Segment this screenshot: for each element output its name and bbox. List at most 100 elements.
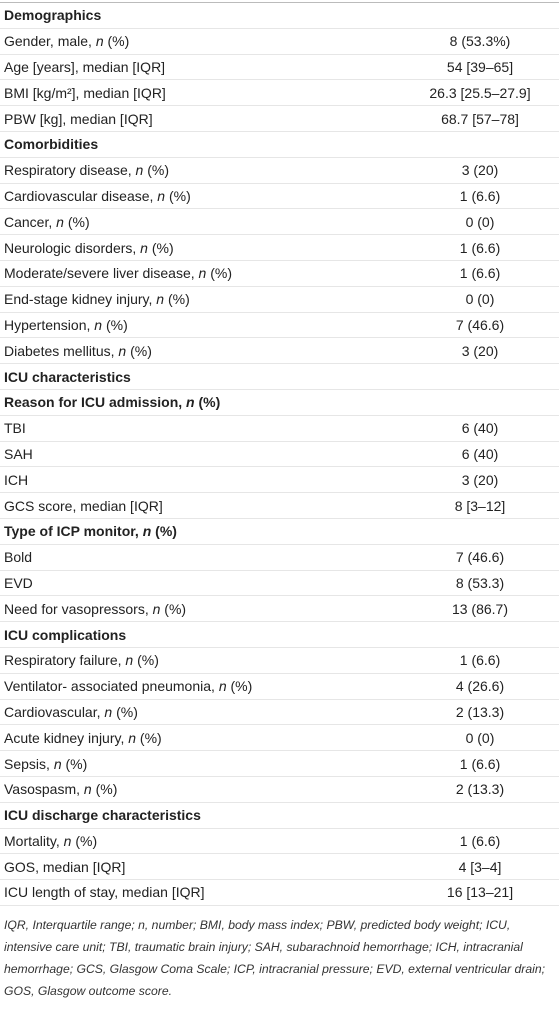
label-cell: Respiratory disease, n (%) [0,157,405,184]
value-cell: 0 (0) [405,286,559,313]
value-cell: 1 (6.6) [405,647,559,674]
data-row: Bold 7 (46.6) [0,544,559,571]
table-body: Demographics Gender, male, n (%) 8 (53.3%)… [0,2,559,906]
value-cell: 6 (40) [405,441,559,468]
label-cell: Respiratory failure, n (%) [0,647,405,674]
table: Demographics Gender, male, n (%) 8 (53.3%)… [0,2,559,906]
label-cell: Cancer, n (%) [0,208,405,236]
value-cell: 0 (0) [405,724,559,752]
value-cell: 16 [13–21] [405,879,559,906]
heading-row: ICU discharge characteristics [0,802,559,829]
footnote: IQR, Interquartile range; n, number; BMI… [4,917,545,998]
heading-cell: ICU characteristics [0,363,559,390]
data-row: GOS, median [IQR] 4 [3–4] [0,853,559,881]
value-cell: 6 (40) [405,415,559,442]
value-cell: 68.7 [57–78] [405,105,559,132]
heading-row: Comorbidities [0,131,559,158]
label-cell: Age [years], median [IQR] [0,54,405,81]
label-cell: Vasospasm, n (%) [0,776,405,803]
value-cell: 7 (46.6) [405,312,559,339]
value-cell: 8 (53.3%) [405,28,559,55]
value-cell: 8 (53.3) [405,570,559,597]
label-cell: Gender, male, n (%) [0,28,405,55]
label-cell: Need for vasopressors, n (%) [0,595,405,623]
value-cell: 13 (86.7) [405,595,559,623]
data-row: Respiratory disease, n (%) 3 (20) [0,157,559,184]
heading-cell: ICU discharge characteristics [0,802,559,829]
value-cell: 3 (20) [405,466,559,494]
value-cell: 3 (20) [405,337,559,365]
label-cell: Neurologic disorders, n (%) [0,234,405,261]
value-cell: 1 (6.6) [405,183,559,210]
label-cell: Ventilator- associated pneumonia, n (%) [0,673,405,700]
data-row: Vasospasm, n (%) 2 (13.3) [0,776,559,803]
value-cell: 3 (20) [405,157,559,184]
label-cell: Acute kidney injury, n (%) [0,724,405,752]
data-row: BMI [kg/m²], median [IQR] 26.3 [25.5–27.9… [0,79,559,107]
heading-cell: Reason for ICU admission, n (%) [0,389,559,416]
value-cell: 1 (6.6) [405,234,559,261]
value-cell: 0 (0) [405,208,559,236]
data-row: Moderate/severe liver disease, n (%) 1 (6… [0,260,559,287]
label-cell: GOS, median [IQR] [0,853,405,881]
data-row: Cardiovascular, n (%) 2 (13.3) [0,699,559,726]
data-row: GCS score, median [IQR] 8 [3–12] [0,492,559,519]
value-cell: 26.3 [25.5–27.9] [405,79,559,107]
label-cell: Cardiovascular disease, n (%) [0,183,405,210]
data-row: Cardiovascular disease, n (%) 1 (6.6) [0,183,559,210]
data-row: Diabetes mellitus, n (%) 3 (20) [0,337,559,365]
label-cell: SAH [0,441,405,468]
label-cell: ICH [0,466,405,494]
label-cell: BMI [kg/m²], median [IQR] [0,79,405,107]
label-cell: GCS score, median [IQR] [0,492,405,519]
data-row: PBW [kg], median [IQR] 68.7 [57–78] [0,105,559,132]
label-cell: End-stage kidney injury, n (%) [0,286,405,313]
data-row: ICU length of stay, median [IQR] 16 [13–2… [0,879,559,906]
value-cell: 54 [39–65] [405,54,559,81]
data-row: Neurologic disorders, n (%) 1 (6.6) [0,234,559,261]
data-row: Respiratory failure, n (%) 1 (6.6) [0,647,559,674]
data-row: Ventilator- associated pneumonia, n (%) 4… [0,673,559,700]
label-cell: Mortality, n (%) [0,828,405,855]
label-cell: Diabetes mellitus, n (%) [0,337,405,365]
value-cell: 1 (6.6) [405,828,559,855]
data-row: ICH 3 (20) [0,466,559,494]
value-cell: 2 (13.3) [405,776,559,803]
data-row: SAH 6 (40) [0,441,559,468]
value-cell: 2 (13.3) [405,699,559,726]
data-row: Mortality, n (%) 1 (6.6) [0,828,559,855]
label-cell: Cardiovascular, n (%) [0,699,405,726]
heading-cell: ICU complications [0,621,559,648]
data-row: Sepsis, n (%) 1 (6.6) [0,750,559,777]
data-row: Need for vasopressors, n (%) 13 (86.7) [0,595,559,623]
heading-cell: Type of ICP monitor, n (%) [0,518,559,545]
label-cell: TBI [0,415,405,442]
value-cell: 4 (26.6) [405,673,559,700]
heading-cell: Comorbidities [0,131,559,158]
label-cell: Moderate/severe liver disease, n (%) [0,260,405,287]
data-row: Acute kidney injury, n (%) 0 (0) [0,724,559,752]
heading-row: ICU complications [0,621,559,648]
heading-row: Demographics [0,2,559,29]
data-row: EVD 8 (53.3) [0,570,559,597]
heading-row: Reason for ICU admission, n (%) [0,389,559,416]
value-cell: 4 [3–4] [405,853,559,881]
data-row: Hypertension, n (%) 7 (46.6) [0,312,559,339]
data-row: TBI 6 (40) [0,415,559,442]
label-cell: EVD [0,570,405,597]
heading-cell: Demographics [0,2,559,29]
data-row: End-stage kidney injury, n (%) 0 (0) [0,286,559,313]
label-cell: Sepsis, n (%) [0,750,405,777]
data-row: Cancer, n (%) 0 (0) [0,208,559,236]
heading-row: Type of ICP monitor, n (%) [0,518,559,545]
data-row: Age [years], median [IQR] 54 [39–65] [0,54,559,81]
value-cell: 1 (6.6) [405,260,559,287]
value-cell: 7 (46.6) [405,544,559,571]
label-cell: PBW [kg], median [IQR] [0,105,405,132]
label-cell: Hypertension, n (%) [0,312,405,339]
value-cell: 1 (6.6) [405,750,559,777]
label-cell: ICU length of stay, median [IQR] [0,879,405,906]
value-cell: 8 [3–12] [405,492,559,519]
data-row: Gender, male, n (%) 8 (53.3%) [0,28,559,55]
